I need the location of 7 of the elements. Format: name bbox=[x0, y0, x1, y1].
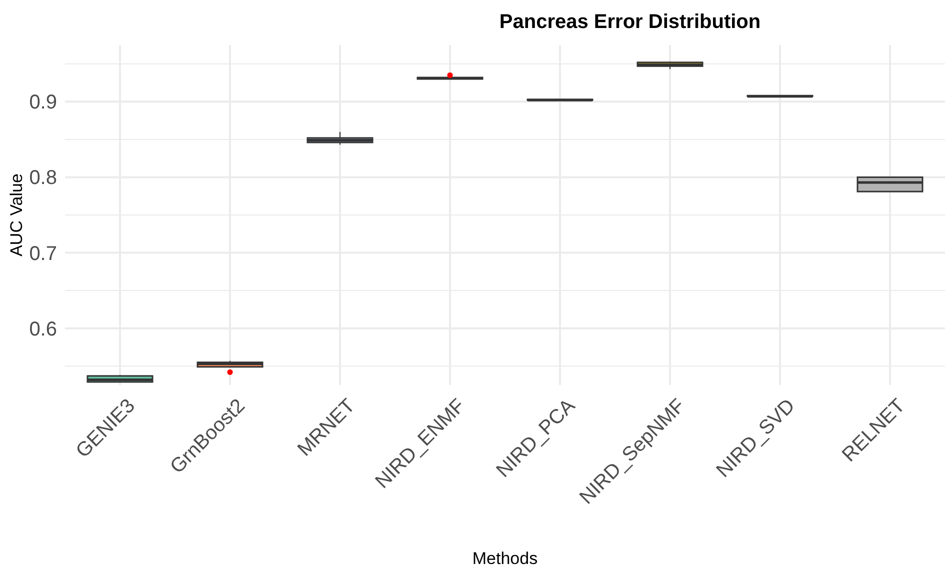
chart-title: Pancreas Error Distribution bbox=[499, 11, 761, 33]
x-axis-title: Methods bbox=[472, 549, 538, 568]
y-tick-label: 0.8 bbox=[29, 167, 57, 190]
y-tick-label: 0.7 bbox=[29, 242, 57, 265]
y-tick-label: 0.6 bbox=[29, 318, 57, 340]
y-tick-label: 0.9 bbox=[29, 92, 57, 114]
y-axis-title: AUC Value bbox=[7, 174, 26, 256]
